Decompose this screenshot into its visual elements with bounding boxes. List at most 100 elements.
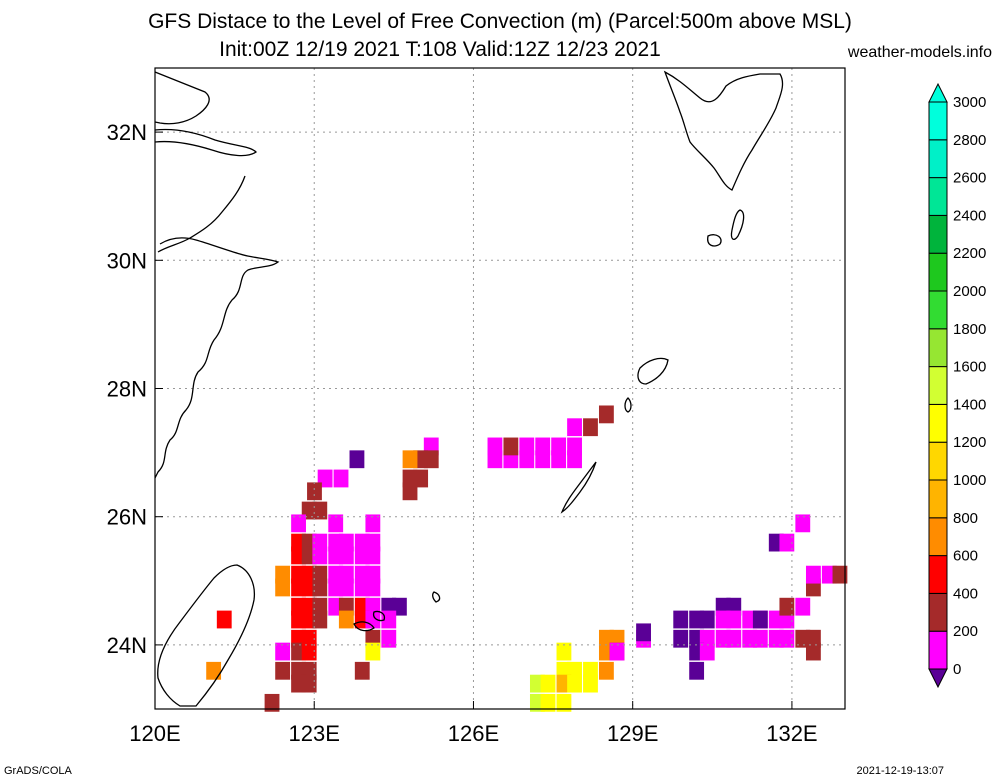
colorbar-segment [928, 366, 948, 405]
lfc-cell [556, 642, 572, 661]
lfc-cell [519, 437, 535, 456]
lfc-cell [726, 610, 742, 629]
coastline-yangtze [154, 128, 257, 157]
lat-tick-label: 30N [107, 248, 147, 273]
map-subtitle: Init:00Z 12/19 2021 T:108 Valid:12Z 12/2… [219, 38, 661, 61]
coastline-tokunoshima [624, 397, 632, 413]
colorbar: 0 200 400 600 800 1000 1200 1400 1600 1800 2000 220… [928, 82, 986, 689]
lfc-cell [726, 629, 742, 648]
lfc-cell [312, 546, 328, 565]
lfc-cell [275, 661, 291, 680]
lfc-cell [583, 418, 598, 437]
lfc-cell [381, 610, 397, 629]
lfc-cell [699, 642, 715, 661]
colorbar-segment [928, 101, 948, 141]
lfc-cell [487, 437, 503, 456]
coastline-taiwan [157, 564, 256, 707]
coastline-ishigaki [353, 621, 375, 632]
colorbar-segment [928, 555, 948, 594]
lfc-cell [216, 610, 232, 629]
colorbar-max-arrow [928, 82, 948, 103]
lon-tick-label: 120E [129, 721, 180, 746]
lfc-cell [365, 514, 381, 533]
lfc-cell [598, 661, 614, 680]
lat-tick-label: 28N [107, 377, 147, 402]
lfc-cell [699, 610, 715, 629]
lfc-cell [338, 546, 354, 565]
lfc-cell [752, 629, 768, 648]
lfc-cell [795, 597, 811, 616]
coastline-amami [637, 357, 669, 385]
colorbar-segment [928, 328, 948, 368]
coastline-iriomote [372, 610, 386, 622]
axis-ticks: 120E 123E 126E 129E 132E 24N 26N 28N 30N 32N [107, 120, 818, 746]
lfc-cell [636, 623, 651, 642]
lfc-cell [365, 546, 381, 565]
site-credit: weather-models.info [847, 44, 992, 61]
lfc-shaded-cells [206, 405, 848, 712]
lfc-cell [556, 693, 572, 712]
lfc-cell [328, 514, 344, 533]
lfc-cell [312, 578, 328, 597]
colorbar-segment [928, 441, 948, 481]
colorbar-label: 1400 [953, 396, 986, 413]
lat-tick-label: 24N [107, 633, 147, 658]
colorbar-label: 800 [953, 510, 978, 527]
lfc-cell [301, 674, 317, 693]
coastlines [154, 70, 784, 707]
colorbar-segment [928, 630, 948, 670]
coastline-hangzhou [154, 237, 280, 479]
colorbar-min-arrow [928, 668, 948, 689]
lon-tick-label: 126E [448, 721, 499, 746]
colorbar-segment [928, 290, 948, 330]
colorbar-segment [928, 403, 948, 443]
colorbar-segment [928, 139, 948, 179]
lfc-cell [338, 610, 354, 629]
colorbar-label: 2800 [953, 132, 986, 149]
lfc-cell [689, 661, 705, 680]
lfc-cell [779, 533, 795, 552]
colorbar-segment [928, 214, 948, 254]
lfc-cell [779, 629, 795, 648]
lfc-cell [264, 693, 280, 712]
lat-tick-label: 26N [107, 505, 147, 530]
coastline-kyushu [663, 70, 784, 191]
lfc-cell [540, 693, 556, 712]
colorbar-label: 3000 [953, 94, 986, 111]
lfc-cell [535, 437, 551, 456]
lfc-cell [402, 450, 418, 469]
lfc-cell [583, 674, 598, 693]
lfc-cell [752, 610, 768, 629]
lfc-cell [609, 642, 625, 661]
lfc-cell [551, 437, 567, 456]
lat-tick-label: 32N [107, 120, 147, 145]
lfc-cell [365, 578, 381, 597]
lfc-cell [275, 642, 291, 661]
colorbar-label: 1200 [953, 434, 986, 451]
lfc-cell [301, 642, 317, 661]
lon-tick-label: 132E [766, 721, 817, 746]
lon-tick-label: 123E [289, 721, 340, 746]
colorbar-segment [928, 479, 948, 519]
colorbar-label: 200 [953, 623, 978, 640]
colorbar-segment [928, 517, 948, 557]
colorbar-label: 1000 [953, 472, 986, 489]
lfc-cell [567, 418, 582, 437]
lfc-cell [338, 578, 354, 597]
lfc-cell [832, 565, 848, 584]
lfc-cell [673, 629, 689, 648]
coastline-miyako [432, 591, 441, 603]
colorbar-label: 2000 [953, 283, 986, 300]
coastline-china-east [157, 175, 246, 253]
coastline-tanegashima [730, 209, 745, 240]
footer-software: GrADS/COLA [4, 765, 72, 777]
lfc-cell [805, 642, 821, 661]
lfc-cell [795, 514, 811, 533]
lfc-cell [312, 610, 328, 629]
lfc-cell [291, 514, 306, 533]
lfc-cell [779, 597, 795, 616]
lfc-cell [423, 450, 439, 469]
colorbar-label: 1800 [953, 321, 986, 338]
lfc-cell [275, 578, 291, 597]
lfc-cell [805, 565, 821, 584]
